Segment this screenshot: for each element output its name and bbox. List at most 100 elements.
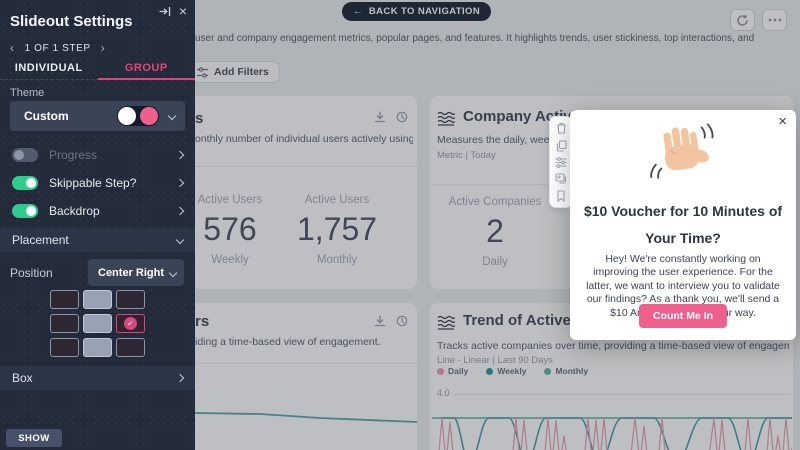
card-meta: Line - Linear | Last 90 Days bbox=[437, 355, 554, 366]
position-cell-top-center[interactable] bbox=[83, 290, 112, 309]
wavy-chart-icon bbox=[437, 315, 455, 330]
download-icon bbox=[374, 111, 386, 123]
position-cell-bottom-center[interactable] bbox=[83, 338, 112, 357]
step-next-button[interactable]: › bbox=[100, 41, 106, 55]
theme-label: Theme bbox=[10, 87, 45, 99]
skippable-step-toggle[interactable] bbox=[12, 176, 38, 190]
collapse-icon[interactable] bbox=[159, 6, 171, 17]
position-cell-center-right-selected[interactable]: ✓ bbox=[116, 314, 145, 333]
legend-item-monthly[interactable]: Monthly bbox=[544, 366, 588, 376]
popup-close-icon[interactable]: × bbox=[778, 113, 787, 130]
history-button[interactable] bbox=[396, 111, 408, 123]
card-meta: Metric | Today bbox=[437, 150, 496, 161]
add-filters-button[interactable]: Add Filters bbox=[186, 61, 280, 83]
placement-section-header[interactable]: Placement bbox=[0, 228, 195, 252]
backdrop-toggle[interactable] bbox=[12, 204, 38, 218]
panel-title: Slideout Settings bbox=[10, 13, 133, 30]
sidebar-top-icons: × bbox=[159, 4, 187, 18]
clock-icon bbox=[396, 315, 408, 327]
tab-group[interactable]: GROUP bbox=[97, 58, 196, 80]
skippable-step-row[interactable]: Skippable Step? bbox=[0, 174, 195, 192]
stat-monthly-active-users: Active Users 1,757 Monthly bbox=[277, 194, 397, 266]
stat-value: 576 bbox=[203, 211, 257, 247]
duplicate-button[interactable] bbox=[556, 140, 567, 152]
stat-value: 2 bbox=[486, 213, 504, 249]
count-me-in-button[interactable]: Count Me In bbox=[638, 304, 728, 328]
page-description: user and company engagement metrics, pop… bbox=[195, 33, 755, 44]
card-description: Measures the daily, weekly, and bbox=[437, 134, 585, 146]
tab-bar: INDIVIDUAL GROUP bbox=[0, 58, 195, 80]
copy-icon bbox=[556, 140, 567, 152]
progress-label: Progress bbox=[49, 148, 98, 162]
backdrop-label: Backdrop bbox=[49, 204, 100, 218]
position-cell-bottom-left[interactable] bbox=[50, 338, 79, 357]
chevron-down-icon bbox=[175, 235, 185, 245]
position-cell-top-left[interactable] bbox=[50, 290, 79, 309]
stat-weekly-active-users: Active Users 576 Weekly bbox=[170, 194, 290, 266]
clock-icon bbox=[396, 111, 408, 123]
chevron-right-icon bbox=[175, 373, 185, 383]
stat-value: 1,757 bbox=[296, 211, 378, 247]
legend-item-daily[interactable]: Daily bbox=[437, 366, 468, 376]
show-button[interactable]: SHOW bbox=[6, 429, 62, 447]
chart-legend: Daily Weekly Monthly bbox=[437, 366, 588, 376]
ellipsis-icon bbox=[768, 18, 781, 22]
sliders-icon bbox=[555, 157, 567, 168]
position-cell-top-right[interactable] bbox=[116, 290, 145, 309]
position-cell-center-left[interactable] bbox=[50, 314, 79, 333]
position-label: Position bbox=[10, 266, 53, 280]
back-button-label: BACK TO NAVIGATION bbox=[368, 6, 481, 17]
slideout-settings-panel: × Slideout Settings ‹ 1 OF 1 STEP › INDI… bbox=[0, 0, 195, 450]
progress-row[interactable]: Progress bbox=[0, 146, 195, 164]
waving-hand-wrap bbox=[570, 122, 796, 184]
chevron-down-icon bbox=[168, 268, 178, 277]
popup-title-line2: Your Time? bbox=[645, 230, 721, 246]
clone-button[interactable] bbox=[555, 173, 567, 184]
theme-select[interactable]: Custom bbox=[10, 101, 185, 131]
theme-preview-toggle bbox=[117, 106, 159, 126]
waving-hand-icon bbox=[650, 123, 714, 179]
download-button[interactable] bbox=[374, 111, 386, 123]
placement-header-label: Placement bbox=[12, 233, 69, 247]
popup-title-line1: $10 Voucher for 10 Minutes of bbox=[583, 203, 783, 219]
legend-label: Daily bbox=[448, 366, 469, 376]
position-cell-bottom-right[interactable] bbox=[116, 338, 145, 357]
settings-button[interactable] bbox=[555, 157, 567, 168]
tab-individual[interactable]: INDIVIDUAL bbox=[14, 62, 83, 74]
step-navigation: ‹ 1 OF 1 STEP › bbox=[10, 41, 105, 55]
card-description-fragment: onthly number of individual users active… bbox=[195, 133, 413, 145]
bookmark-button[interactable] bbox=[556, 190, 566, 202]
step-prev-button[interactable]: ‹ bbox=[10, 41, 15, 55]
close-icon[interactable]: × bbox=[178, 3, 187, 19]
card-title-fragment: rs bbox=[195, 313, 210, 330]
box-section-header[interactable]: Box bbox=[0, 366, 195, 390]
more-options-button[interactable] bbox=[762, 9, 787, 31]
position-value: Center Right bbox=[98, 266, 164, 279]
back-to-navigation-button[interactable]: ← BACK TO NAVIGATION bbox=[342, 2, 492, 21]
delete-button[interactable] bbox=[556, 122, 567, 134]
stat-period: Weekly bbox=[211, 254, 249, 266]
card-title-fragment: s bbox=[195, 110, 204, 127]
y-axis-tick: 4.0 bbox=[437, 388, 450, 398]
weekly-dot-icon bbox=[486, 367, 494, 375]
chevron-down-icon bbox=[167, 111, 177, 121]
card-actions-toolbar bbox=[549, 116, 573, 208]
box-header-label: Box bbox=[12, 371, 33, 385]
stat-period: Daily bbox=[482, 256, 508, 268]
refresh-icon bbox=[737, 14, 748, 26]
legend-item-weekly[interactable]: Weekly bbox=[486, 366, 526, 376]
history-button[interactable] bbox=[396, 315, 408, 327]
position-cell-center[interactable] bbox=[83, 314, 112, 333]
card-description: Tracks active companies over time, provi… bbox=[437, 340, 789, 352]
trend-companies-chart bbox=[432, 417, 792, 450]
skippable-step-label: Skippable Step? bbox=[49, 176, 137, 190]
card-divider bbox=[150, 166, 417, 167]
backdrop-row[interactable]: Backdrop bbox=[0, 202, 195, 220]
download-button[interactable] bbox=[374, 315, 386, 327]
progress-toggle[interactable] bbox=[12, 148, 38, 162]
trash-icon bbox=[556, 123, 566, 134]
theme-value: Custom bbox=[24, 109, 69, 123]
refresh-button[interactable] bbox=[730, 9, 755, 31]
position-select[interactable]: Center Right bbox=[88, 259, 184, 286]
legend-label: Monthly bbox=[555, 366, 589, 376]
